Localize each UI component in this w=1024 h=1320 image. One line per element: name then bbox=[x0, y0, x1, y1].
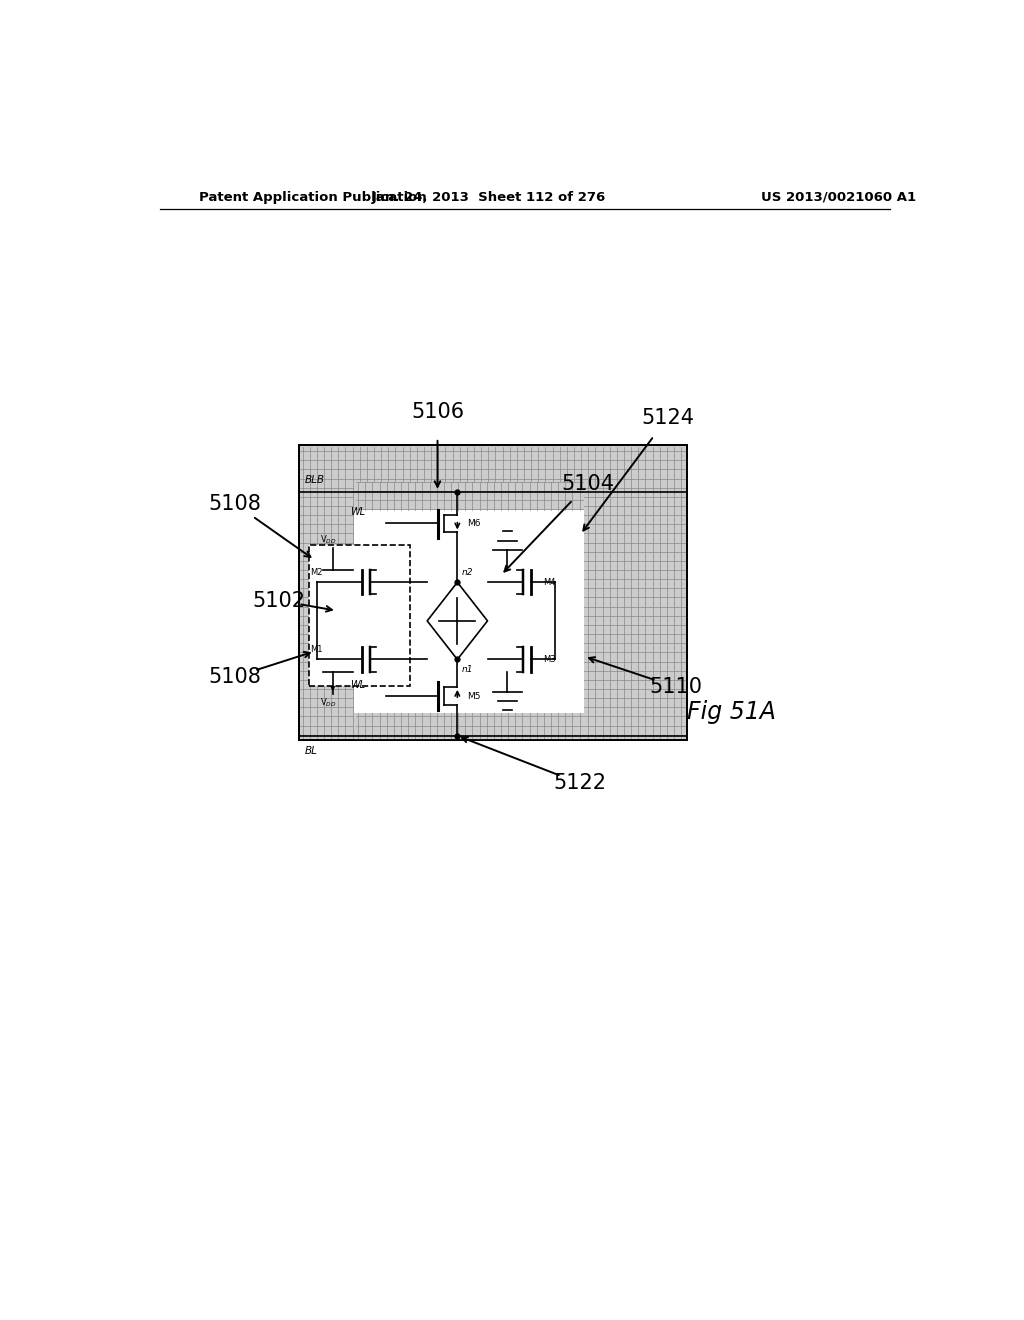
Bar bbox=[354, 713, 585, 739]
Text: M5: M5 bbox=[467, 692, 480, 701]
Text: WL: WL bbox=[350, 507, 366, 517]
Text: M1: M1 bbox=[310, 645, 323, 655]
Text: 5122: 5122 bbox=[554, 774, 607, 793]
Text: WL: WL bbox=[350, 680, 366, 690]
Text: n2: n2 bbox=[462, 568, 474, 577]
Text: 5108: 5108 bbox=[209, 494, 261, 513]
Text: Fig 51A: Fig 51A bbox=[687, 701, 775, 725]
Bar bbox=[299, 445, 687, 739]
Text: 5106: 5106 bbox=[411, 403, 464, 422]
Text: Patent Application Publication: Patent Application Publication bbox=[200, 190, 427, 203]
Text: 5124: 5124 bbox=[641, 408, 694, 428]
Text: 5102: 5102 bbox=[252, 590, 305, 611]
Text: V$_{DD}$: V$_{DD}$ bbox=[321, 696, 337, 709]
Text: M2: M2 bbox=[310, 568, 323, 577]
Bar bbox=[354, 482, 585, 714]
Text: 5104: 5104 bbox=[562, 474, 614, 494]
Text: US 2013/0021060 A1: US 2013/0021060 A1 bbox=[761, 190, 915, 203]
Text: BLB: BLB bbox=[305, 475, 325, 484]
Text: 5110: 5110 bbox=[649, 677, 702, 697]
Bar bbox=[354, 482, 585, 510]
Text: M6: M6 bbox=[467, 519, 480, 528]
Text: n1: n1 bbox=[462, 664, 474, 673]
Text: M3: M3 bbox=[543, 655, 556, 664]
Text: 5108: 5108 bbox=[209, 667, 261, 686]
Text: Jan. 24, 2013  Sheet 112 of 276: Jan. 24, 2013 Sheet 112 of 276 bbox=[372, 190, 606, 203]
Bar bbox=[309, 545, 410, 686]
Bar bbox=[299, 445, 687, 739]
Text: BL: BL bbox=[305, 746, 317, 756]
Text: M4: M4 bbox=[543, 578, 556, 586]
Text: V$_{DD}$: V$_{DD}$ bbox=[321, 533, 337, 545]
